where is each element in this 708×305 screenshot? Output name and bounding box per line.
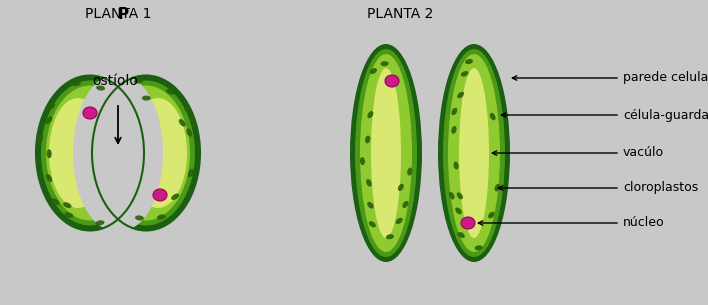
Ellipse shape [365,135,370,143]
Ellipse shape [96,85,105,91]
Ellipse shape [72,81,81,86]
Ellipse shape [97,81,195,225]
Ellipse shape [92,76,200,231]
Ellipse shape [457,232,465,238]
Ellipse shape [454,162,459,169]
Ellipse shape [96,220,105,225]
Ellipse shape [166,89,175,95]
Ellipse shape [157,214,166,220]
Ellipse shape [46,174,52,182]
Ellipse shape [38,135,43,143]
Ellipse shape [488,212,495,218]
Ellipse shape [153,189,167,201]
Ellipse shape [179,119,185,127]
Ellipse shape [355,49,417,257]
Ellipse shape [360,157,365,165]
Ellipse shape [129,98,187,208]
Text: núcleo: núcleo [623,217,665,229]
Ellipse shape [36,76,144,231]
Ellipse shape [102,85,190,221]
Text: parede celular: parede celular [623,71,708,84]
Ellipse shape [449,192,455,199]
Text: PLANTA 2: PLANTA 2 [367,7,433,21]
Text: vacúlo: vacúlo [623,146,664,160]
Ellipse shape [457,192,463,199]
Ellipse shape [396,218,403,224]
Ellipse shape [392,77,399,83]
Ellipse shape [188,169,194,177]
Ellipse shape [63,202,72,208]
Ellipse shape [448,54,500,252]
Ellipse shape [438,44,510,262]
Ellipse shape [461,71,469,77]
Ellipse shape [407,168,412,175]
Ellipse shape [369,221,376,228]
Ellipse shape [443,49,505,257]
Ellipse shape [45,116,52,124]
Text: cloroplastos: cloroplastos [623,181,698,195]
Ellipse shape [367,202,374,209]
Ellipse shape [366,179,372,187]
Ellipse shape [73,76,155,231]
Ellipse shape [452,108,457,115]
Ellipse shape [381,61,389,66]
Ellipse shape [81,76,163,231]
Ellipse shape [461,217,475,229]
Text: PLANTA 1: PLANTA 1 [85,7,152,21]
Ellipse shape [386,234,394,239]
Text: P: P [118,7,129,22]
Ellipse shape [360,54,412,252]
Ellipse shape [134,79,143,84]
Ellipse shape [402,201,409,208]
Ellipse shape [171,193,179,200]
Ellipse shape [142,95,151,101]
Ellipse shape [350,44,422,262]
Ellipse shape [398,184,404,191]
Ellipse shape [455,207,462,214]
Ellipse shape [49,98,107,208]
Ellipse shape [490,113,496,120]
Ellipse shape [495,184,500,192]
Text: ostíolo: ostíolo [92,74,138,88]
Ellipse shape [451,126,457,134]
Ellipse shape [47,149,52,158]
Ellipse shape [367,111,373,118]
Ellipse shape [41,81,139,225]
Ellipse shape [52,199,59,205]
Ellipse shape [370,68,377,74]
Ellipse shape [46,85,134,221]
Ellipse shape [47,103,55,110]
Ellipse shape [457,92,464,98]
Ellipse shape [459,68,489,238]
Ellipse shape [135,215,144,221]
Ellipse shape [371,68,401,238]
Ellipse shape [186,128,192,137]
Ellipse shape [64,212,73,218]
Ellipse shape [83,107,97,119]
Ellipse shape [184,106,191,113]
Text: célula-guarda: célula-guarda [623,109,708,121]
Ellipse shape [465,59,473,64]
Ellipse shape [474,245,483,250]
Ellipse shape [190,119,196,127]
Ellipse shape [385,75,399,87]
